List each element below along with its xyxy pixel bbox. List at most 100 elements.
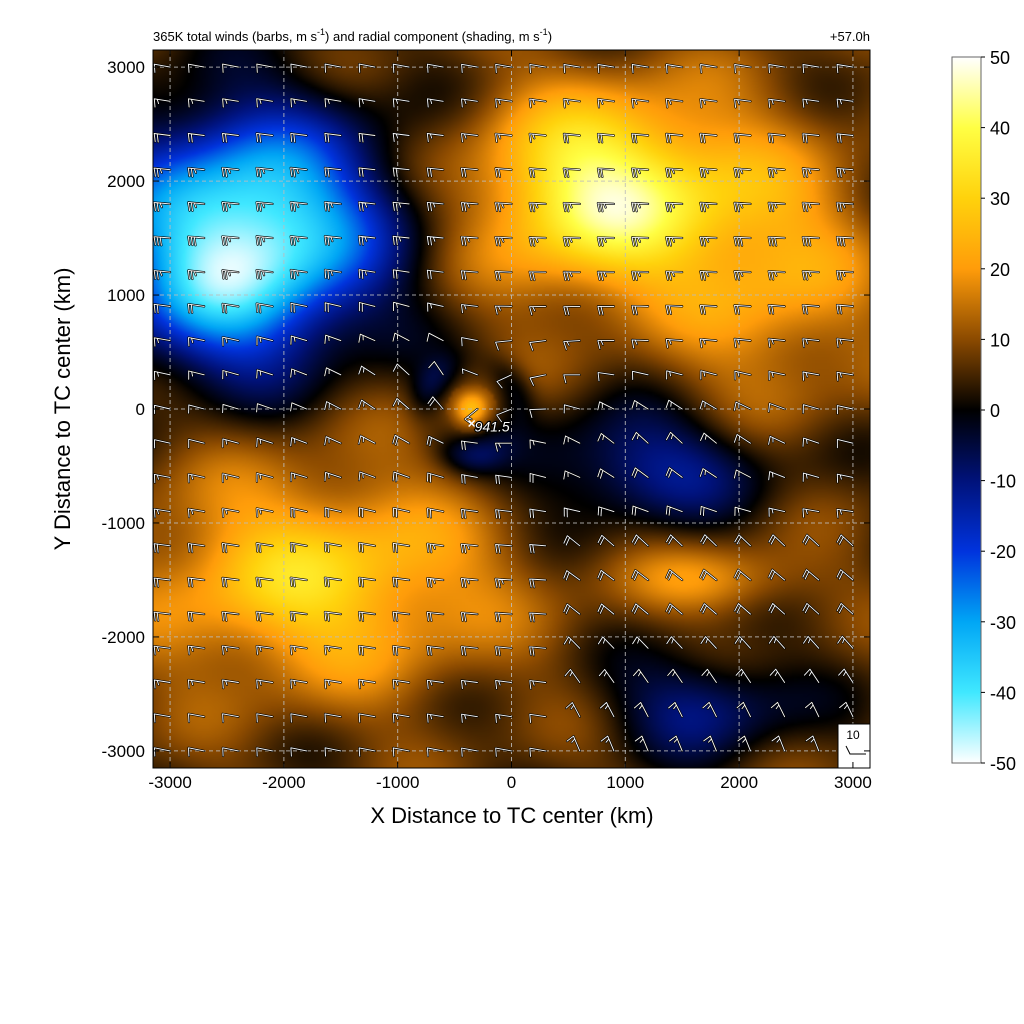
wind-barb <box>289 97 308 108</box>
wind-barb <box>700 668 718 684</box>
wind-barb <box>562 373 581 384</box>
wind-barb <box>835 201 854 213</box>
wind-barb <box>323 366 342 377</box>
wind-barb <box>733 506 752 517</box>
wind-barb <box>357 434 376 445</box>
x-tick-label: 2000 <box>720 773 758 792</box>
wind-barb <box>221 403 240 414</box>
wind-barb <box>528 407 547 419</box>
wind-barb <box>801 337 820 349</box>
wind-barb <box>699 602 718 616</box>
wind-barb <box>392 397 411 411</box>
wind-barb <box>153 201 172 212</box>
wind-barb <box>563 403 581 415</box>
wind-barb <box>596 132 615 144</box>
x-tick-label: 0 <box>507 773 516 792</box>
wind-barb <box>426 235 445 247</box>
wind-barb <box>632 668 650 684</box>
wind-barb <box>460 611 479 623</box>
wind-barb <box>221 62 240 74</box>
wind-barb <box>665 201 684 213</box>
wind-barb <box>836 63 854 74</box>
wind-barb <box>836 602 854 616</box>
wind-barb <box>392 362 411 376</box>
wind-barb <box>221 235 240 246</box>
wind-barb <box>836 508 854 519</box>
wind-barb <box>733 401 752 412</box>
wind-barb <box>221 302 240 314</box>
wind-barb <box>836 635 854 650</box>
wind-barb <box>323 201 342 212</box>
wind-barb <box>633 701 650 718</box>
wind-barb <box>494 577 513 589</box>
wind-barb <box>187 576 206 588</box>
wind-barb <box>631 533 650 547</box>
wind-barb <box>323 435 342 446</box>
wind-barb <box>289 132 308 144</box>
wind-barb <box>631 236 650 247</box>
wind-barb <box>392 166 411 178</box>
wind-barb <box>767 602 786 616</box>
wind-barb <box>733 433 752 445</box>
y-tick-label: 3000 <box>107 58 145 77</box>
reference-barb-label: 10 <box>846 728 860 742</box>
x-axis-ticks: -3000 -2000 -1000 0 1000 2000 3000 <box>148 50 872 792</box>
wind-barb <box>836 473 854 484</box>
wind-barb <box>563 635 581 650</box>
wind-barb <box>699 304 718 315</box>
wind-barb <box>767 435 786 446</box>
wind-barb <box>289 610 308 622</box>
wind-barb <box>596 270 615 282</box>
wind-barb <box>461 367 479 376</box>
wind-barb <box>562 534 581 547</box>
center-x-icon <box>468 419 476 428</box>
wind-barb <box>323 166 342 178</box>
wind-barb <box>596 305 615 316</box>
y-tick-label: -1000 <box>102 514 145 533</box>
y-tick-label: 1000 <box>107 286 145 305</box>
wind-barb <box>323 235 342 246</box>
wind-barb <box>528 747 547 758</box>
wind-barb <box>255 712 274 724</box>
wind-barb <box>596 202 615 213</box>
wind-barb <box>289 507 308 519</box>
wind-barb <box>460 473 479 485</box>
colorbar-tick-label: 40 <box>990 119 1010 139</box>
wind-barb <box>599 701 615 718</box>
colorbar-tick-label: -10 <box>990 472 1016 492</box>
wind-barb <box>255 645 274 656</box>
wind-barb <box>153 97 172 109</box>
wind-barb <box>767 370 786 381</box>
y-tick-label: -3000 <box>102 742 145 761</box>
wind-barb <box>460 235 479 247</box>
wind-barb <box>528 132 547 144</box>
wind-barb <box>392 132 411 143</box>
x-tick-label: -2000 <box>262 773 305 792</box>
wind-barb <box>426 507 445 519</box>
wind-barb <box>631 466 650 479</box>
wind-barb <box>702 735 718 752</box>
wind-barb <box>736 735 752 752</box>
wind-barb <box>221 472 240 484</box>
wind-barb <box>665 399 684 411</box>
wind-barb <box>358 712 376 724</box>
wind-barb <box>631 132 650 144</box>
wind-barb <box>153 746 172 758</box>
wind-barb <box>631 569 650 582</box>
wind-barb <box>803 668 820 684</box>
wind-barb <box>392 611 411 622</box>
wind-barb <box>153 132 172 144</box>
wind-barb <box>426 201 445 212</box>
wind-barb <box>221 746 240 758</box>
wind-barb <box>255 368 274 380</box>
wind-barb <box>528 305 547 316</box>
wind-barb <box>597 98 615 109</box>
wind-barb <box>255 62 274 74</box>
wind-barb <box>494 132 513 143</box>
wind-barb <box>494 611 513 623</box>
wind-barb <box>392 645 411 656</box>
wind-barb <box>733 568 752 582</box>
wind-barb <box>221 369 240 380</box>
wind-barb <box>665 338 684 349</box>
wind-barb <box>494 679 513 690</box>
